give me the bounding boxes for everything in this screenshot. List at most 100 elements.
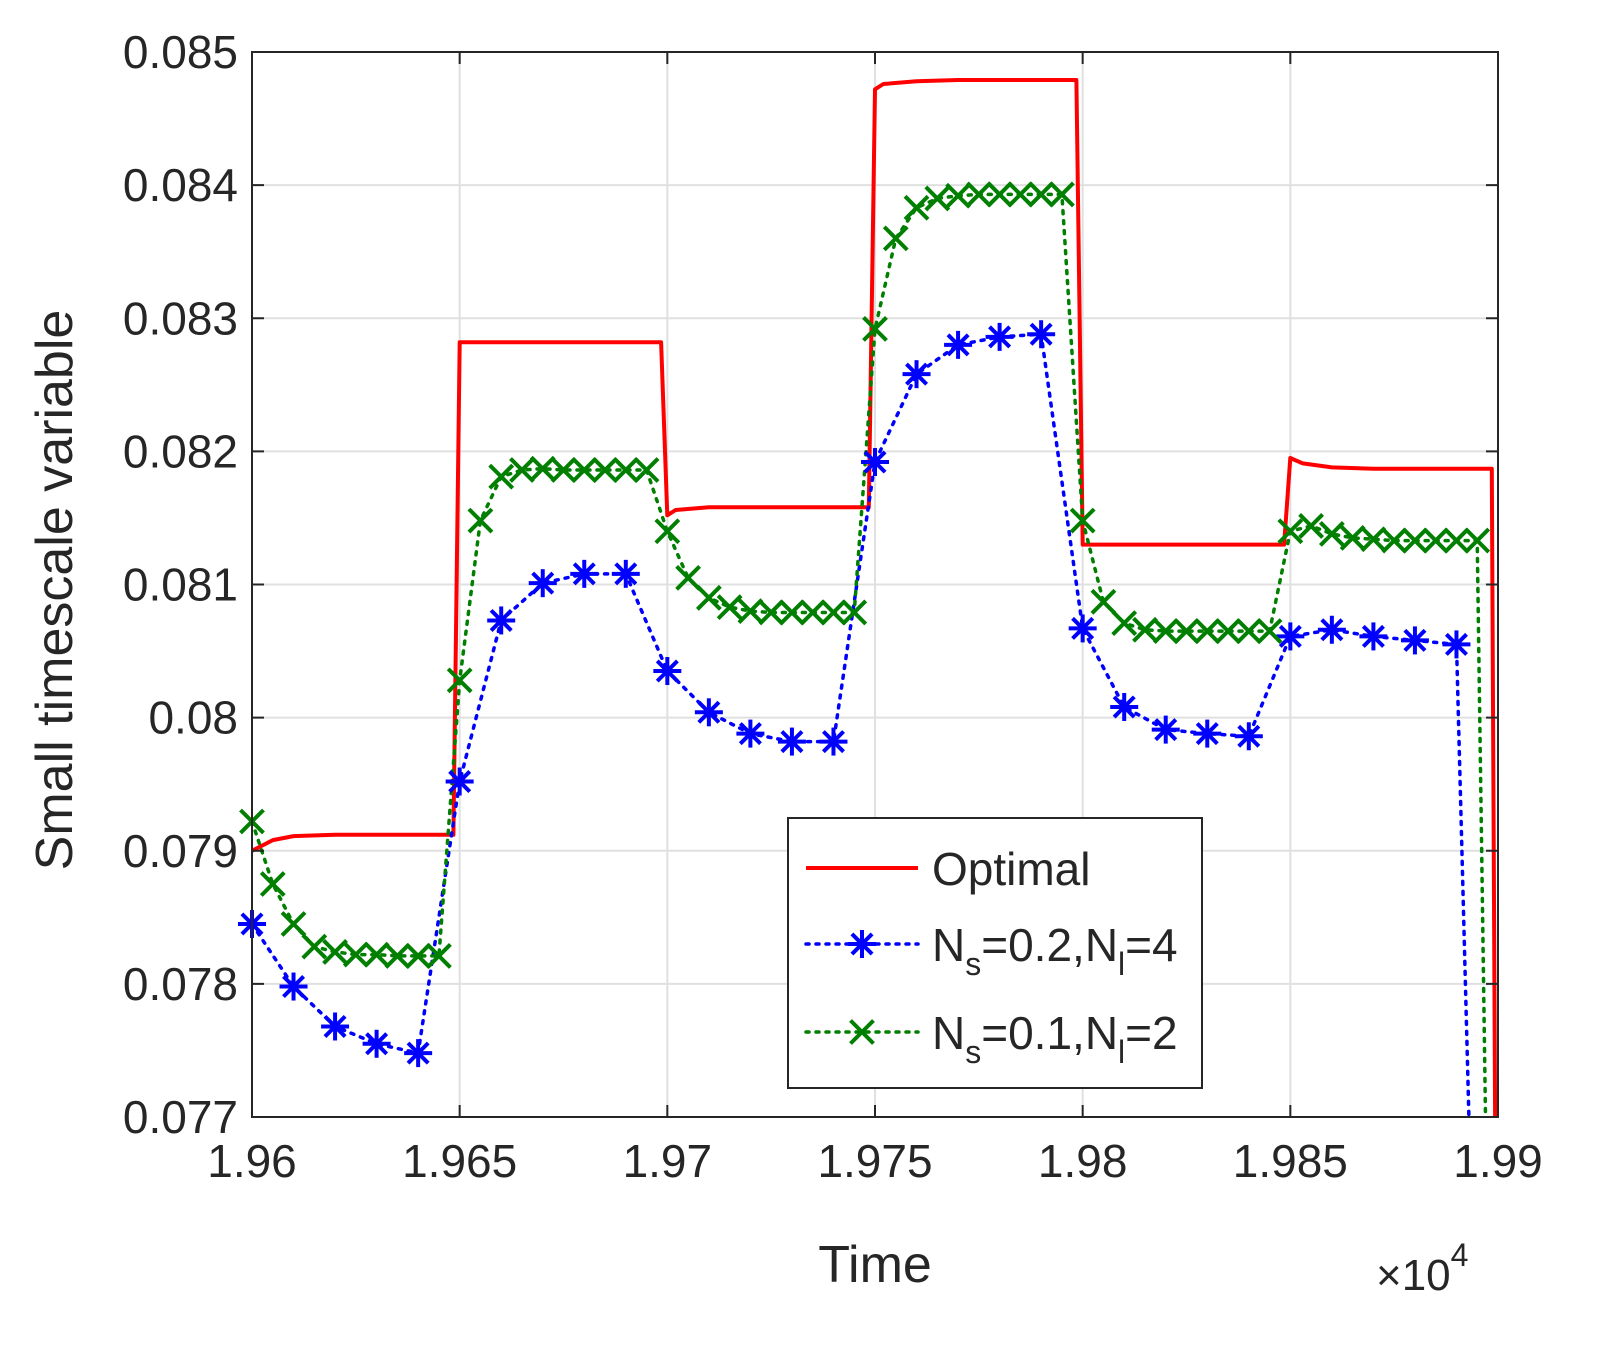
marker-stroke [1320, 618, 1344, 642]
y-tick-label: 0.079 [123, 825, 238, 877]
x-tick-label: 1.98 [1038, 1135, 1128, 1187]
series-2-point [1339, 525, 1366, 551]
marker-stroke [697, 700, 721, 724]
marker-stroke [924, 185, 951, 212]
marker-stroke [1090, 588, 1117, 615]
marker-stroke [737, 598, 764, 625]
marker-stroke [905, 362, 929, 386]
series-2-point [1318, 521, 1345, 547]
series-1-point [1317, 615, 1346, 644]
series-2-point [633, 457, 660, 483]
series-2-point [1422, 527, 1449, 554]
legend-label-text: =4 [1125, 919, 1177, 971]
series-2-point [1069, 507, 1096, 534]
marker-stroke [882, 225, 909, 252]
series-2-point [924, 185, 951, 212]
marker-stroke [406, 1041, 430, 1065]
series-2-point [1194, 618, 1221, 644]
series-2-point [695, 584, 722, 611]
series-2-point [1277, 518, 1304, 545]
legend-label-text: =2 [1125, 1007, 1177, 1059]
series-2-point [322, 939, 348, 965]
legend-subscript: l [1118, 1034, 1125, 1070]
marker-stroke [716, 594, 743, 621]
series-1-point [487, 606, 516, 635]
legend-label-1: Ns=0.2,Nl=4 [932, 919, 1178, 982]
series-1-point [611, 559, 640, 588]
x-tick-label: 1.96 [207, 1135, 297, 1187]
x-exponent: ×104 [1376, 1237, 1468, 1300]
series-2-point [571, 457, 598, 483]
series-2-point [716, 594, 743, 621]
x-tick-label: 1.97 [623, 1135, 713, 1187]
marker-stroke [1403, 628, 1427, 652]
marker-stroke [841, 599, 868, 626]
y-tick-label: 0.077 [123, 1091, 238, 1143]
y-tick-label: 0.08 [148, 692, 238, 744]
marker-stroke [849, 1019, 875, 1045]
x-tick-label: 1.975 [817, 1135, 932, 1187]
series-1-point [985, 322, 1014, 351]
series-1-point [1276, 622, 1305, 651]
series-2-point [363, 941, 390, 968]
series-1-point [777, 727, 806, 756]
legend-marker-2 [849, 1019, 875, 1045]
series-2-point [1111, 610, 1138, 637]
series-1-point [736, 719, 765, 748]
series-1-point [1234, 722, 1263, 751]
series-2-point [529, 455, 556, 482]
series-1-point [362, 1029, 391, 1058]
marker-stroke [1132, 616, 1158, 643]
series-2-point [820, 599, 847, 626]
series-1-point [1359, 622, 1388, 651]
marker-stroke [1028, 181, 1055, 208]
marker-stroke [1278, 624, 1302, 648]
marker-stroke [903, 194, 930, 221]
series-1-point [1151, 715, 1180, 744]
x-exponent-power: 4 [1451, 1237, 1469, 1273]
series-2-point [1152, 618, 1179, 644]
x-tick-label: 1.985 [1233, 1135, 1348, 1187]
series-2-point [446, 667, 473, 694]
x-tick-label: 1.965 [402, 1135, 517, 1187]
tick-labels: 1.96 1.965 1.97 1.975 1.98 1.985 1.99 0.077 0.07… [123, 26, 1543, 1187]
series-2-point [426, 943, 452, 969]
marker-stroke [1112, 695, 1136, 719]
series-2-point [1443, 527, 1470, 554]
series-1-point [861, 448, 889, 477]
series-2-point [1028, 181, 1055, 208]
series-2-point [654, 518, 681, 545]
marker-stroke [489, 608, 513, 632]
marker-stroke [1194, 618, 1221, 644]
marker-stroke [301, 933, 328, 960]
series-2-point [903, 194, 930, 221]
series-2-point [841, 599, 868, 626]
series-2-point [612, 457, 639, 483]
series-1-point [819, 727, 848, 756]
series-2-point [882, 225, 909, 252]
series-2-point [1173, 618, 1200, 644]
series-line-0 [252, 78, 1498, 1117]
x-tick-label: 1.99 [1453, 1135, 1543, 1187]
marker-stroke [1152, 618, 1179, 644]
marker-stroke [612, 457, 639, 483]
marker-stroke [1215, 618, 1241, 644]
legend-label-text: =0.1,N [981, 1007, 1118, 1059]
marker-stroke [1237, 724, 1261, 748]
marker-stroke [572, 562, 596, 586]
marker-stroke [1361, 624, 1385, 648]
marker-stroke [1277, 518, 1304, 545]
marker-stroke [365, 1032, 389, 1056]
marker-stroke [1318, 521, 1345, 547]
marker-stroke [738, 722, 762, 746]
marker-stroke [1443, 527, 1470, 554]
legend-subscript: s [965, 1034, 981, 1070]
marker-stroke [850, 932, 874, 956]
marker-stroke [323, 1014, 347, 1038]
series-2-point [779, 599, 805, 626]
y-tick-label: 0.081 [123, 559, 238, 611]
y-tick-label: 0.085 [123, 26, 238, 78]
series-1-point [321, 1012, 350, 1041]
marker-stroke [1256, 618, 1283, 644]
